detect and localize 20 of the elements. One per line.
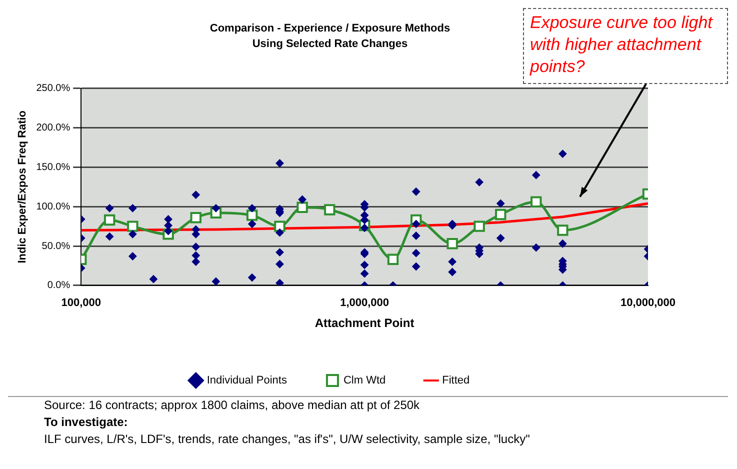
y-tick-label: 150.0% [36,162,70,173]
x-tick-label: 10,000,000 [620,297,676,310]
y-tick-label: 100.0% [36,201,70,212]
y-tick-label: 0.0% [47,280,70,292]
x-tick-label: 100,000 [61,297,101,310]
x-axis-title: Attachment Point [314,316,414,330]
text: ILF curves, L/R's, LDF's, trends, rate changes, "as if's", U/W selectivity, sample size, "lucky" [44,431,531,448]
y-tick-label: 200.0% [36,122,70,134]
chart-title: Comparison - Experience / Exposure Methods [210,22,450,35]
y-tick-label: 250.0% [36,83,70,94]
y-tick-label: 50.0% [42,240,70,252]
chart-subtitle: Using Selected Rate Changes [252,38,408,50]
legend-label: Clm Wtd [343,374,386,387]
y-axis-title: Indic Exper/Expos Freq Ratio [16,110,29,264]
legend-label: Fitted [442,374,470,387]
x-tick-label: 1,000,000 [340,297,390,310]
source-note: Source: 16 contracts; approx 1800 claims, above median att pt of 250k [44,397,421,414]
text: Exposure curve too light with higher attachment points? [523,8,728,84]
legend-label: Individual Points [206,374,288,387]
text: To investigate: [44,414,129,431]
